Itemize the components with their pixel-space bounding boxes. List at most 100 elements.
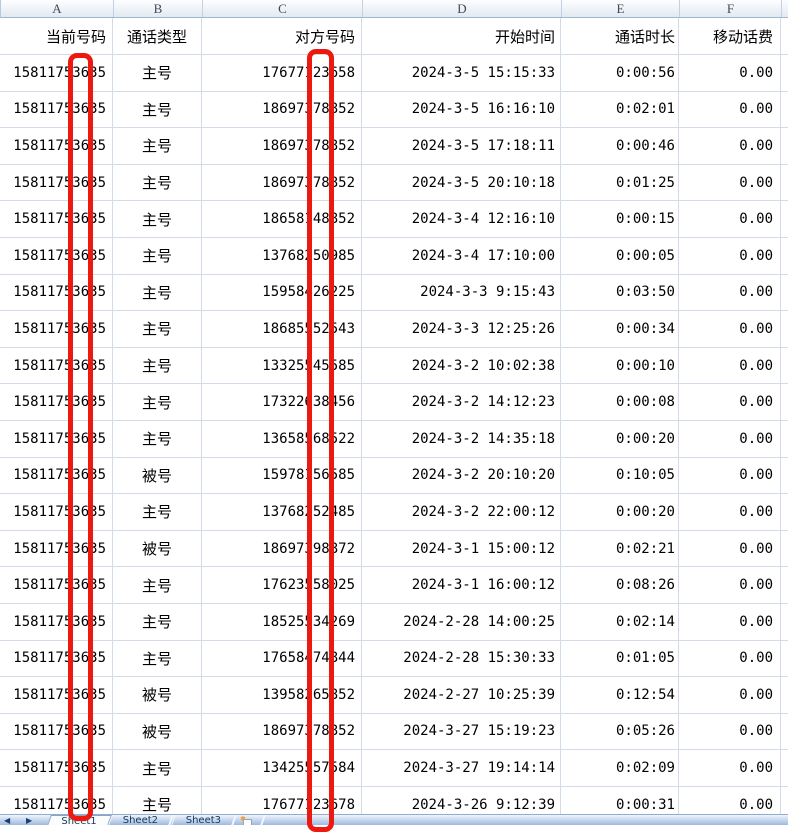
table-row-cell-b[interactable]: 主号 bbox=[113, 567, 202, 603]
column-letter-f[interactable]: F bbox=[680, 0, 782, 17]
table-row-cell-b[interactable]: 主号 bbox=[113, 494, 202, 530]
table-row-cell-b[interactable]: 主号 bbox=[113, 128, 202, 164]
table-row-cell-f[interactable]: 0.00 bbox=[679, 457, 781, 494]
table-row-cell-b[interactable]: 主号 bbox=[113, 347, 202, 384]
table-row-cell-e[interactable]: 0:00:20 bbox=[561, 494, 679, 530]
column-letter-a[interactable]: A bbox=[1, 0, 114, 17]
table-row-cell-a[interactable]: 15811753635 bbox=[0, 347, 113, 384]
table-row-cell-f[interactable]: 0.00 bbox=[679, 164, 781, 201]
table-row-cell-b[interactable]: 主号 bbox=[113, 311, 202, 347]
table-row-cell-a[interactable]: 15811753635 bbox=[0, 750, 113, 786]
table-row-cell-a[interactable]: 15811753635 bbox=[0, 201, 113, 237]
table-row-cell-f[interactable]: 0.00 bbox=[679, 274, 781, 311]
table-row-cell-a[interactable]: 15811753635 bbox=[0, 457, 113, 494]
header-row-cell-d[interactable]: 开始时间 bbox=[362, 18, 561, 54]
table-row-cell-b[interactable]: 被号 bbox=[113, 457, 202, 494]
header-row-cell-a[interactable]: 当前号码 bbox=[0, 18, 113, 54]
table-row-cell-c[interactable]: 17658474844 bbox=[202, 640, 362, 677]
table-row-cell-d[interactable]: 2024-3-1 16:00:12 bbox=[362, 567, 561, 603]
table-row-cell-e[interactable]: 0:02:09 bbox=[561, 750, 679, 786]
table-row-cell-e[interactable]: 0:12:54 bbox=[561, 677, 679, 713]
table-row-cell-e[interactable]: 0:00:20 bbox=[561, 420, 679, 457]
table-row-cell-e[interactable]: 0:00:46 bbox=[561, 128, 679, 164]
table-row-cell-d[interactable]: 2024-3-27 19:14:14 bbox=[362, 750, 561, 786]
table-row-cell-e[interactable]: 0:03:50 bbox=[561, 274, 679, 311]
table-row-cell-d[interactable]: 2024-3-2 14:12:23 bbox=[362, 384, 561, 420]
table-row-cell-d[interactable]: 2024-3-4 12:16:10 bbox=[362, 201, 561, 237]
table-row-cell-c[interactable]: 18658148852 bbox=[202, 201, 362, 237]
table-row-cell-e[interactable]: 0:00:34 bbox=[561, 311, 679, 347]
table-row-cell-e[interactable]: 0:05:26 bbox=[561, 713, 679, 750]
insert-worksheet-tab[interactable]: ✱ bbox=[230, 815, 266, 825]
table-row-cell-f[interactable]: 0.00 bbox=[679, 91, 781, 128]
column-letter-d[interactable]: D bbox=[363, 0, 562, 17]
table-row-cell-f[interactable]: 0.00 bbox=[679, 603, 781, 640]
table-row-cell-c[interactable]: 17623558025 bbox=[202, 567, 362, 603]
table-row-cell-a[interactable]: 15811753635 bbox=[0, 603, 113, 640]
sheet-tab-sheet2[interactable]: Sheet2 bbox=[106, 815, 175, 825]
table-row-cell-a[interactable]: 15811753635 bbox=[0, 713, 113, 750]
table-row-cell-a[interactable]: 15811753635 bbox=[0, 494, 113, 530]
table-row-cell-f[interactable]: 0.00 bbox=[679, 384, 781, 420]
header-row-cell-b[interactable]: 通话类型 bbox=[113, 18, 202, 54]
table-row-cell-a[interactable]: 15811753635 bbox=[0, 164, 113, 201]
table-row-cell-d[interactable]: 2024-3-1 15:00:12 bbox=[362, 530, 561, 567]
table-row-cell-c[interactable]: 13325545585 bbox=[202, 347, 362, 384]
table-row-cell-d[interactable]: 2024-3-2 22:00:12 bbox=[362, 494, 561, 530]
table-row-cell-c[interactable]: 13958265852 bbox=[202, 677, 362, 713]
table-row-cell-b[interactable]: 主号 bbox=[113, 786, 202, 823]
table-row-cell-b[interactable]: 主号 bbox=[113, 640, 202, 677]
table-row-cell-f[interactable]: 0.00 bbox=[679, 420, 781, 457]
table-row-cell-b[interactable]: 主号 bbox=[113, 91, 202, 128]
table-row-cell-d[interactable]: 2024-2-27 10:25:39 bbox=[362, 677, 561, 713]
table-row-cell-f[interactable]: 0.00 bbox=[679, 55, 781, 91]
table-row-cell-b[interactable]: 主号 bbox=[113, 750, 202, 786]
table-row-cell-d[interactable]: 2024-3-26 9:12:39 bbox=[362, 786, 561, 823]
header-row-cell-f[interactable]: 移动话费 bbox=[679, 18, 781, 54]
table-row-cell-f[interactable]: 0.00 bbox=[679, 311, 781, 347]
table-row-cell-c[interactable]: 13425557584 bbox=[202, 750, 362, 786]
table-row-cell-b[interactable]: 被号 bbox=[113, 713, 202, 750]
table-row-cell-f[interactable]: 0.00 bbox=[679, 237, 781, 274]
table-row-cell-f[interactable]: 0.00 bbox=[679, 530, 781, 567]
table-row-cell-c[interactable]: 17322638456 bbox=[202, 384, 362, 420]
table-row-cell-b[interactable]: 主号 bbox=[113, 384, 202, 420]
table-row-cell-f[interactable]: 0.00 bbox=[679, 750, 781, 786]
table-row-cell-a[interactable]: 15811753635 bbox=[0, 677, 113, 713]
table-row-cell-d[interactable]: 2024-3-4 17:10:00 bbox=[362, 237, 561, 274]
table-row-cell-d[interactable]: 2024-3-27 15:19:23 bbox=[362, 713, 561, 750]
table-row-cell-d[interactable]: 2024-3-3 12:25:26 bbox=[362, 311, 561, 347]
table-row-cell-e[interactable]: 0:01:25 bbox=[561, 164, 679, 201]
table-row-cell-c[interactable]: 13768250985 bbox=[202, 237, 362, 274]
table-row-cell-f[interactable]: 0.00 bbox=[679, 201, 781, 237]
table-row-cell-f[interactable]: 0.00 bbox=[679, 128, 781, 164]
table-row-cell-c[interactable]: 15978156585 bbox=[202, 457, 362, 494]
table-row-cell-f[interactable]: 0.00 bbox=[679, 494, 781, 530]
table-row-cell-d[interactable]: 2024-3-2 14:35:18 bbox=[362, 420, 561, 457]
table-row-cell-c[interactable]: 18697378852 bbox=[202, 128, 362, 164]
table-row-cell-f[interactable]: 0.00 bbox=[679, 786, 781, 823]
table-row-cell-b[interactable]: 主号 bbox=[113, 55, 202, 91]
table-row-cell-b[interactable]: 主号 bbox=[113, 420, 202, 457]
table-row-cell-e[interactable]: 0:02:21 bbox=[561, 530, 679, 567]
table-row-cell-a[interactable]: 15811753635 bbox=[0, 384, 113, 420]
table-row-cell-a[interactable]: 15811753635 bbox=[0, 91, 113, 128]
table-row-cell-e[interactable]: 0:00:05 bbox=[561, 237, 679, 274]
table-row-cell-e[interactable]: 0:00:15 bbox=[561, 201, 679, 237]
table-row-cell-c[interactable]: 18697378852 bbox=[202, 164, 362, 201]
table-row-cell-c[interactable]: 18697398872 bbox=[202, 530, 362, 567]
table-row-cell-c[interactable]: 18685552543 bbox=[202, 311, 362, 347]
table-row-cell-d[interactable]: 2024-3-5 20:10:18 bbox=[362, 164, 561, 201]
table-row-cell-f[interactable]: 0.00 bbox=[679, 347, 781, 384]
table-row-cell-e[interactable]: 0:08:26 bbox=[561, 567, 679, 603]
table-row-cell-c[interactable]: 15958426225 bbox=[202, 274, 362, 311]
table-row-cell-f[interactable]: 0.00 bbox=[679, 567, 781, 603]
table-row-cell-e[interactable]: 0:00:08 bbox=[561, 384, 679, 420]
table-row-cell-d[interactable]: 2024-2-28 14:00:25 bbox=[362, 603, 561, 640]
table-row-cell-a[interactable]: 15811753635 bbox=[0, 530, 113, 567]
column-letter-b[interactable]: B bbox=[114, 0, 203, 17]
table-row-cell-d[interactable]: 2024-3-2 10:02:38 bbox=[362, 347, 561, 384]
table-row-cell-a[interactable]: 15811753635 bbox=[0, 55, 113, 91]
table-row-cell-e[interactable]: 0:02:01 bbox=[561, 91, 679, 128]
table-row-cell-e[interactable]: 0:01:05 bbox=[561, 640, 679, 677]
